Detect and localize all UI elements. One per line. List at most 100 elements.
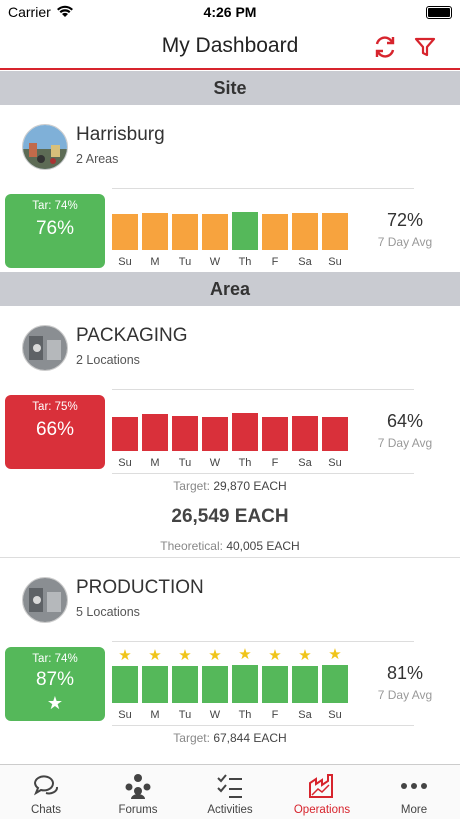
- packaging-day-label: Su: [118, 457, 132, 469]
- packaging-target-box[interactable]: Tar: 75% 66%: [5, 395, 105, 469]
- production-target-text-label: Target:: [173, 731, 210, 745]
- packaging-bar-chart[interactable]: Su M Tu W Th F Sa Su: [110, 397, 350, 471]
- site-bar-3[interactable]: [202, 214, 228, 250]
- tab-label-activities: Activities: [207, 804, 253, 816]
- status-bar: Carrier 4:26 PM: [0, 0, 460, 24]
- production-avg-label: 7 Day Avg: [377, 688, 433, 702]
- site-bar-4[interactable]: [232, 212, 258, 250]
- production-bar-1[interactable]: [142, 666, 168, 703]
- production-target-text-value: 67,844 EACH: [213, 731, 287, 745]
- tab-forums[interactable]: Forums: [92, 765, 184, 819]
- site-bar-7[interactable]: [322, 213, 348, 250]
- packaging-theoretical: Theoretical: 40,005 EACH: [0, 539, 460, 553]
- wifi-icon: [57, 5, 73, 17]
- site-bar-0[interactable]: [112, 214, 138, 250]
- tab-label-chats: Chats: [30, 804, 62, 816]
- site-target-box[interactable]: Tar: 74% 76%: [5, 194, 105, 268]
- production-bar-5[interactable]: [262, 666, 288, 703]
- divider: [112, 389, 414, 390]
- site-7day-avg: 72% 7 Day Avg: [365, 210, 445, 249]
- site-day-label: M: [150, 256, 160, 268]
- production-bar-7[interactable]: [322, 665, 348, 703]
- divider: [112, 188, 414, 189]
- production-day-label: W: [209, 709, 221, 721]
- site-day-label: W: [209, 256, 221, 268]
- area-name-packaging[interactable]: PACKAGING: [76, 325, 188, 346]
- star-icon: ★: [298, 647, 312, 664]
- tab-chats[interactable]: Chats: [0, 765, 92, 819]
- star-icon: ★: [208, 647, 222, 664]
- site-avatar[interactable]: [22, 124, 68, 170]
- packaging-avg-value: 64%: [386, 411, 424, 431]
- site-bar-2[interactable]: [172, 214, 198, 250]
- filter-icon[interactable]: [412, 34, 438, 60]
- production-target-label: Tar: 74%: [32, 653, 78, 665]
- production-bar-chart[interactable]: Su ★ M ★ Tu ★ W ★ Th ★ F ★ Sa ★ Su ★: [110, 646, 350, 723]
- site-name[interactable]: Harrisburg: [76, 124, 165, 145]
- site-subtitle: 2 Areas: [76, 152, 119, 166]
- packaging-bar-5[interactable]: [262, 417, 288, 451]
- star-icon: ★: [178, 647, 192, 664]
- chat-icon: [33, 775, 58, 796]
- packaging-bar-7[interactable]: [322, 417, 348, 451]
- packaging-day-label: Th: [238, 457, 252, 469]
- area-subtitle-production: 5 Locations: [76, 605, 140, 619]
- site-bar-6[interactable]: [292, 213, 318, 250]
- tab-more[interactable]: More: [368, 765, 460, 819]
- divider: [112, 725, 414, 726]
- packaging-bar-1[interactable]: [142, 414, 168, 451]
- area-avatar-production[interactable]: [22, 577, 68, 623]
- tab-activities[interactable]: Activities: [184, 765, 276, 819]
- site-day-label: Th: [238, 256, 252, 268]
- production-day-label: Su: [118, 709, 132, 721]
- site-day-label: Su: [118, 256, 132, 268]
- production-bar-0[interactable]: [112, 666, 138, 703]
- production-target-box[interactable]: Tar: 74% 87% ★: [5, 647, 105, 721]
- packaging-target-text-value: 29,870 EACH: [213, 479, 287, 493]
- packaging-actual: 26,549 EACH: [171, 506, 289, 527]
- carrier-label: Carrier: [8, 4, 51, 20]
- tab-operations[interactable]: Operations: [276, 765, 368, 819]
- production-current-value: 87%: [35, 669, 75, 690]
- packaging-day-label: W: [209, 457, 221, 469]
- refresh-icon[interactable]: [372, 34, 398, 60]
- production-bar-4[interactable]: [232, 665, 258, 703]
- production-bar-3[interactable]: [202, 666, 228, 703]
- packaging-bar-0[interactable]: [112, 417, 138, 451]
- site-day-label: Sa: [298, 256, 312, 268]
- area-subtitle-packaging: 2 Locations: [76, 353, 140, 367]
- tab-label-more: More: [400, 804, 428, 816]
- site-day-label: F: [271, 256, 279, 268]
- site-day-label: Su: [328, 256, 342, 268]
- machine-photo-icon: [23, 578, 67, 622]
- packaging-day-label: M: [150, 457, 160, 469]
- site-current-value: 76%: [35, 218, 75, 239]
- star-icon: ★: [268, 647, 282, 664]
- area-avatar-packaging[interactable]: [22, 325, 68, 371]
- production-target-text: Target: 67,844 EACH: [0, 731, 460, 745]
- production-bar-2[interactable]: [172, 666, 198, 703]
- packaging-current-value: 66%: [35, 419, 75, 440]
- site-bar-5[interactable]: [262, 214, 288, 250]
- packaging-bar-3[interactable]: [202, 417, 228, 451]
- area-name-production[interactable]: PRODUCTION: [76, 577, 204, 598]
- site-bar-chart[interactable]: Su M Tu W Th F Sa Su: [110, 196, 350, 270]
- star-icon: ★: [118, 647, 132, 664]
- production-day-label: F: [271, 709, 279, 721]
- packaging-avg-label: 7 Day Avg: [377, 436, 433, 450]
- production-bar-6[interactable]: [292, 666, 318, 703]
- packaging-bar-2[interactable]: [172, 416, 198, 451]
- section-header-area: Area: [0, 272, 460, 306]
- divider: [112, 641, 414, 642]
- packaging-bar-6[interactable]: [292, 416, 318, 451]
- site-bar-1[interactable]: [142, 213, 168, 250]
- packaging-day-label: Tu: [178, 457, 192, 469]
- packaging-target-label: Tar: 75%: [32, 401, 78, 413]
- packaging-day-label: Sa: [298, 457, 312, 469]
- production-day-label: Su: [328, 709, 342, 721]
- packaging-theoretical-value: 40,005 EACH: [226, 539, 300, 553]
- tab-label-operations: Operations: [293, 804, 351, 816]
- divider: [0, 557, 460, 558]
- site-avg-value: 72%: [386, 210, 424, 230]
- packaging-bar-4[interactable]: [232, 413, 258, 451]
